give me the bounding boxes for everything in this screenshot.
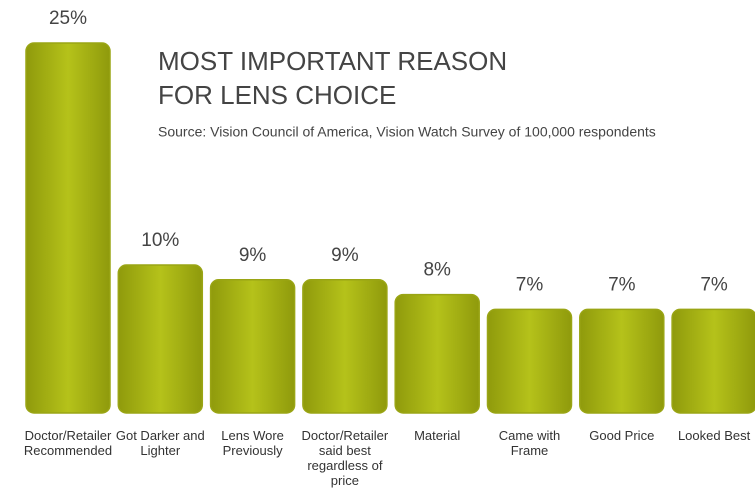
bar [302, 279, 388, 414]
bar [579, 308, 665, 414]
value-label: 7% [700, 274, 728, 295]
bar [117, 264, 204, 414]
bar [671, 308, 755, 414]
value-label: 7% [516, 274, 544, 295]
bar [486, 308, 573, 414]
x-tick-label: Doctor/Retailer said best regardless of … [301, 428, 389, 488]
bar [394, 293, 480, 414]
x-tick-label: Came with Frame [498, 428, 561, 458]
x-tick-label: Doctor/Retailer Recommended [23, 428, 113, 458]
chart-title: FOR LENS CHOICE [158, 80, 396, 110]
bar [25, 42, 111, 414]
chart-subtitle: Source: Vision Council of America, Visio… [158, 124, 656, 140]
x-tick-label: Looked Best [677, 428, 751, 443]
value-label: 25% [49, 8, 87, 29]
value-label: 9% [239, 245, 267, 266]
value-label: 7% [608, 274, 636, 295]
value-label: 10% [141, 230, 179, 251]
x-tick-label: Good Price [589, 428, 655, 443]
x-tick-label: Got Darker and Lighter [115, 428, 205, 458]
value-label: 9% [331, 245, 359, 266]
chart-title: MOST IMPORTANT REASON [158, 46, 507, 76]
x-tick-label: Material [414, 428, 461, 443]
x-tick-label: Lens Wore Previously [221, 428, 284, 458]
value-label: 8% [423, 260, 451, 281]
bar [209, 279, 296, 414]
